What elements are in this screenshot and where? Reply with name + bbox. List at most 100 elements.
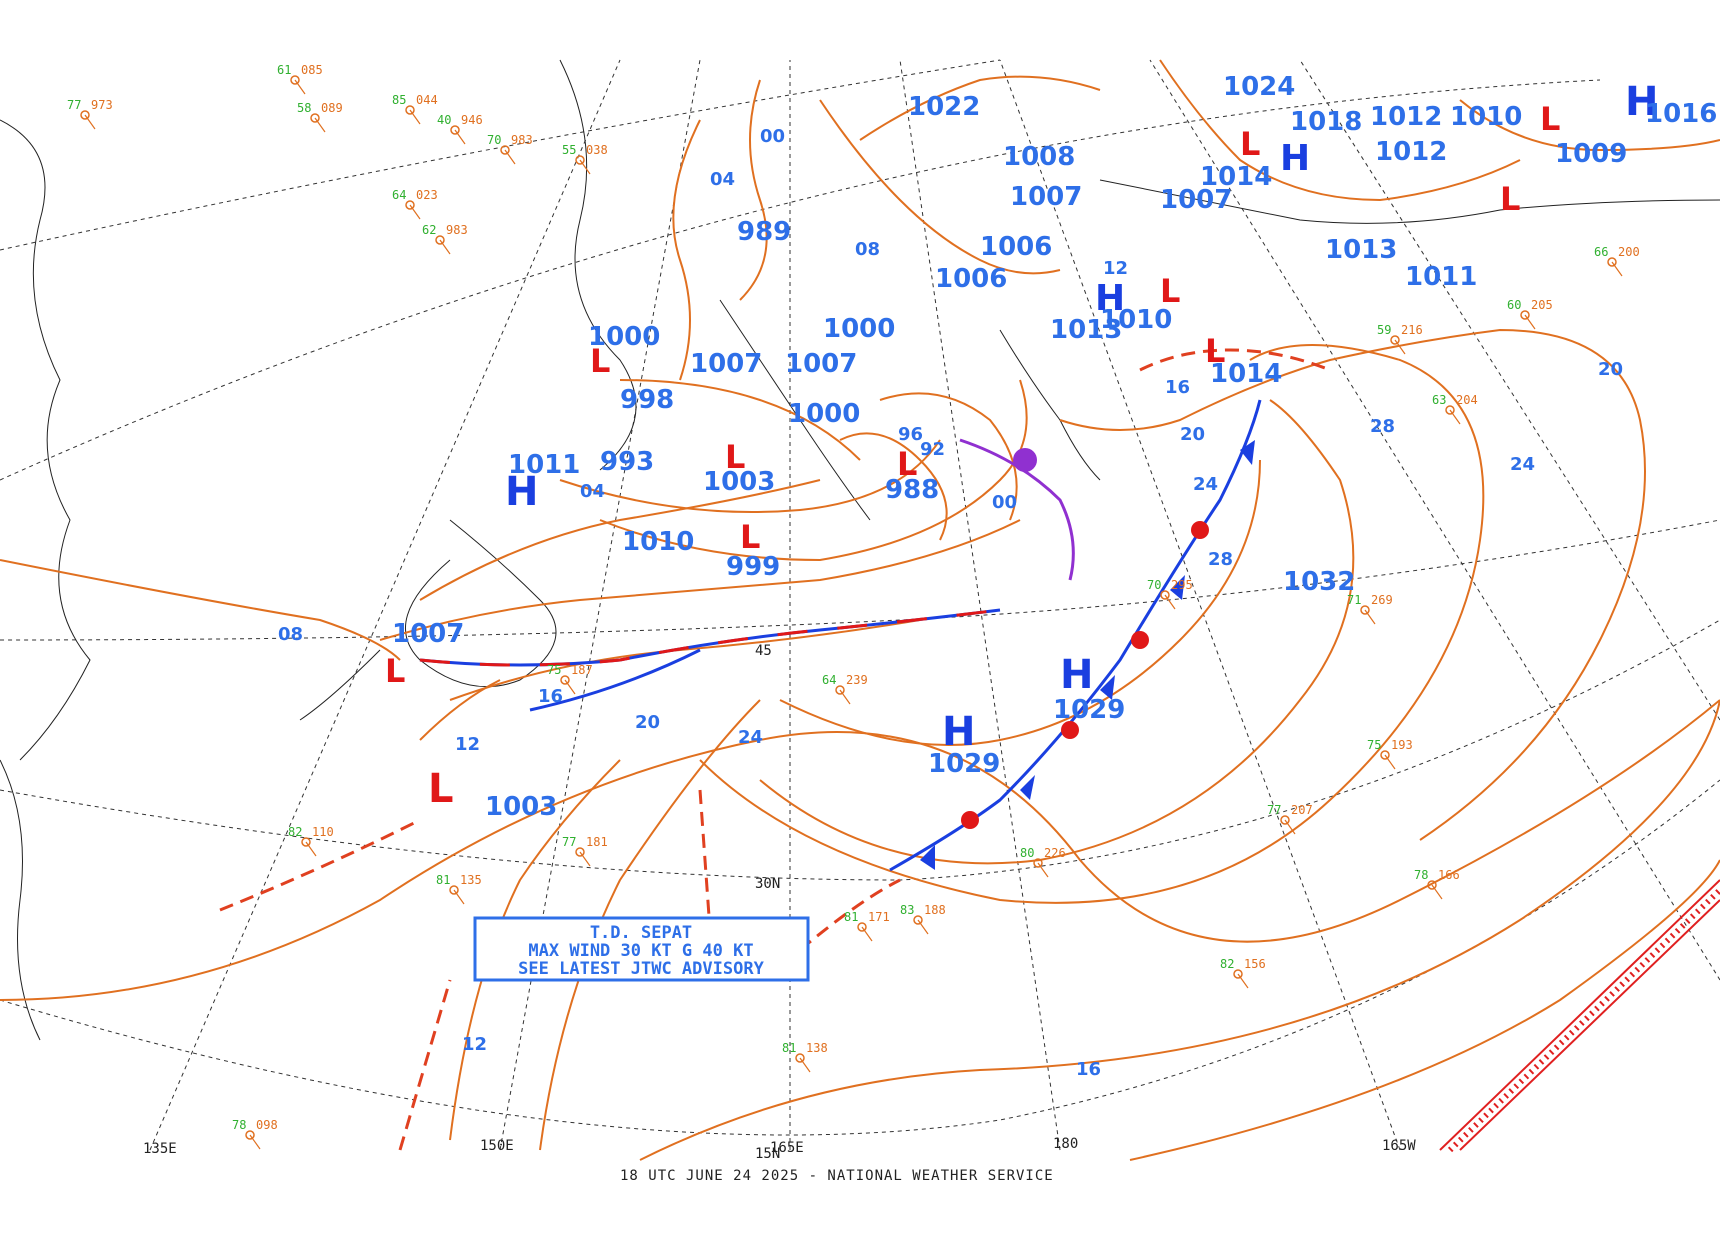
pressure-value: 993 xyxy=(600,447,654,477)
pressure-value: 1009 xyxy=(1555,139,1627,169)
pressure-value: 1013 xyxy=(1325,235,1397,265)
station-temp: 60 xyxy=(1507,298,1521,312)
wind-barb xyxy=(1237,973,1249,989)
pressure-value: 1003 xyxy=(485,792,557,822)
station-temp: 80 xyxy=(1020,846,1034,860)
isobar-label: 04 xyxy=(710,169,735,190)
station-pressure: 973 xyxy=(91,98,113,112)
wind-barb xyxy=(249,1134,261,1150)
station-circle xyxy=(575,155,585,165)
station-temp: 82 xyxy=(1220,957,1234,971)
pressure-value: 1000 xyxy=(788,399,860,429)
isobar-label: 12 xyxy=(462,1034,487,1055)
station-pressure: 269 xyxy=(1371,593,1393,607)
wind-barb xyxy=(454,129,466,145)
pressure-value: 1016 xyxy=(1645,99,1717,129)
station-pressure: 946 xyxy=(461,113,483,127)
station-circle xyxy=(1427,880,1437,890)
station-temp: 77 xyxy=(562,835,576,849)
station-pressure: 983 xyxy=(511,133,533,147)
pressure-value: 1032 xyxy=(1283,567,1355,597)
lat-label: 15N xyxy=(755,1146,780,1162)
hatched-band xyxy=(1439,879,1720,1153)
station-pressure: 200 xyxy=(1618,245,1640,259)
station-temp: 83 xyxy=(900,903,914,917)
wind-barb xyxy=(579,851,591,867)
pressure-value: 1007 xyxy=(1160,185,1232,215)
pressure-value: 1003 xyxy=(703,467,775,497)
station-temp: 64 xyxy=(822,673,836,687)
station-pressure: 983 xyxy=(446,223,468,237)
low-symbol: L xyxy=(590,342,610,380)
cold-front-barb xyxy=(1240,440,1255,465)
wind-barb xyxy=(305,841,317,857)
isobar-label: 92 xyxy=(920,439,945,460)
station-circle xyxy=(575,847,585,857)
low-symbol: L xyxy=(1500,180,1520,218)
high-symbols: H H H H H H xyxy=(505,79,1658,755)
low-symbol: L xyxy=(1205,332,1225,370)
coastlines xyxy=(0,59,1720,1041)
station-pressure: 138 xyxy=(806,1041,828,1055)
station-circle xyxy=(1360,605,1370,615)
high-symbol: H xyxy=(1280,138,1310,179)
warm-front-lobe xyxy=(1061,721,1079,739)
wind-barb xyxy=(409,109,421,125)
high-symbol: H xyxy=(1625,79,1658,125)
pressure-value: 1014 xyxy=(1200,162,1272,192)
wind-barb xyxy=(409,204,421,220)
wind-barb xyxy=(564,679,576,695)
pressure-value: 1007 xyxy=(392,619,464,649)
station-pressure: 205 xyxy=(1531,298,1553,312)
isobar-label: 00 xyxy=(992,492,1017,513)
lon-label: 180 xyxy=(1053,1136,1078,1152)
station-circle xyxy=(405,105,415,115)
isobar-label: 16 xyxy=(1165,377,1190,398)
station-circle xyxy=(1445,405,1455,415)
wind-barb xyxy=(1284,819,1296,835)
station-circle xyxy=(310,113,320,123)
station-circle xyxy=(795,1053,805,1063)
advisory-line-2: MAX WIND 30 KT G 40 KT xyxy=(528,941,753,961)
station-temp: 40 xyxy=(437,113,451,127)
station-pressure: 188 xyxy=(924,903,946,917)
pressure-value: 1018 xyxy=(1290,107,1362,137)
low-symbol: L xyxy=(385,652,405,690)
station-temp: 62 xyxy=(422,223,436,237)
wind-barb xyxy=(1431,884,1443,900)
station-pressure: 226 xyxy=(1044,846,1066,860)
station-pressure: 239 xyxy=(846,673,868,687)
station-pressure: 207 xyxy=(1291,803,1313,817)
advisory-line-1: T.D. SEPAT xyxy=(590,923,692,943)
pressure-value: 1012 xyxy=(1370,102,1442,132)
wind-barb xyxy=(439,239,451,255)
station-pressure: 156 xyxy=(1244,957,1266,971)
wind-barb xyxy=(1524,314,1536,330)
high-symbol: H xyxy=(1060,652,1093,698)
wind-barb xyxy=(504,149,516,165)
station-temp: 64 xyxy=(392,188,406,202)
station-circle xyxy=(1280,815,1290,825)
warm-front-lobe xyxy=(961,811,979,829)
wind-barb xyxy=(1449,409,1461,425)
isobar-label: 24 xyxy=(1193,474,1218,495)
wind-barb xyxy=(294,79,306,95)
station-pressure: 023 xyxy=(416,188,438,202)
station-pressure: 171 xyxy=(868,910,890,924)
isobar-label: 04 xyxy=(580,481,605,502)
cold-front-barb xyxy=(920,845,935,870)
station-temp: 59 xyxy=(1377,323,1391,337)
isobar-label: 96 xyxy=(898,424,923,445)
wind-barb xyxy=(1364,609,1376,625)
advisory-line-3: SEE LATEST JTWC ADVISORY xyxy=(518,959,764,979)
station-circle xyxy=(435,235,445,245)
station-circle xyxy=(1607,257,1617,267)
wind-barb xyxy=(1164,594,1176,610)
isobar-label: 20 xyxy=(1598,359,1623,380)
isobar-label: 20 xyxy=(635,712,660,733)
wind-barb xyxy=(839,689,851,705)
station-pressure: 044 xyxy=(416,93,438,107)
pressure-value: 1010 xyxy=(1100,305,1172,335)
station-pressure: 204 xyxy=(1456,393,1478,407)
station-pressure: 098 xyxy=(256,1118,278,1132)
